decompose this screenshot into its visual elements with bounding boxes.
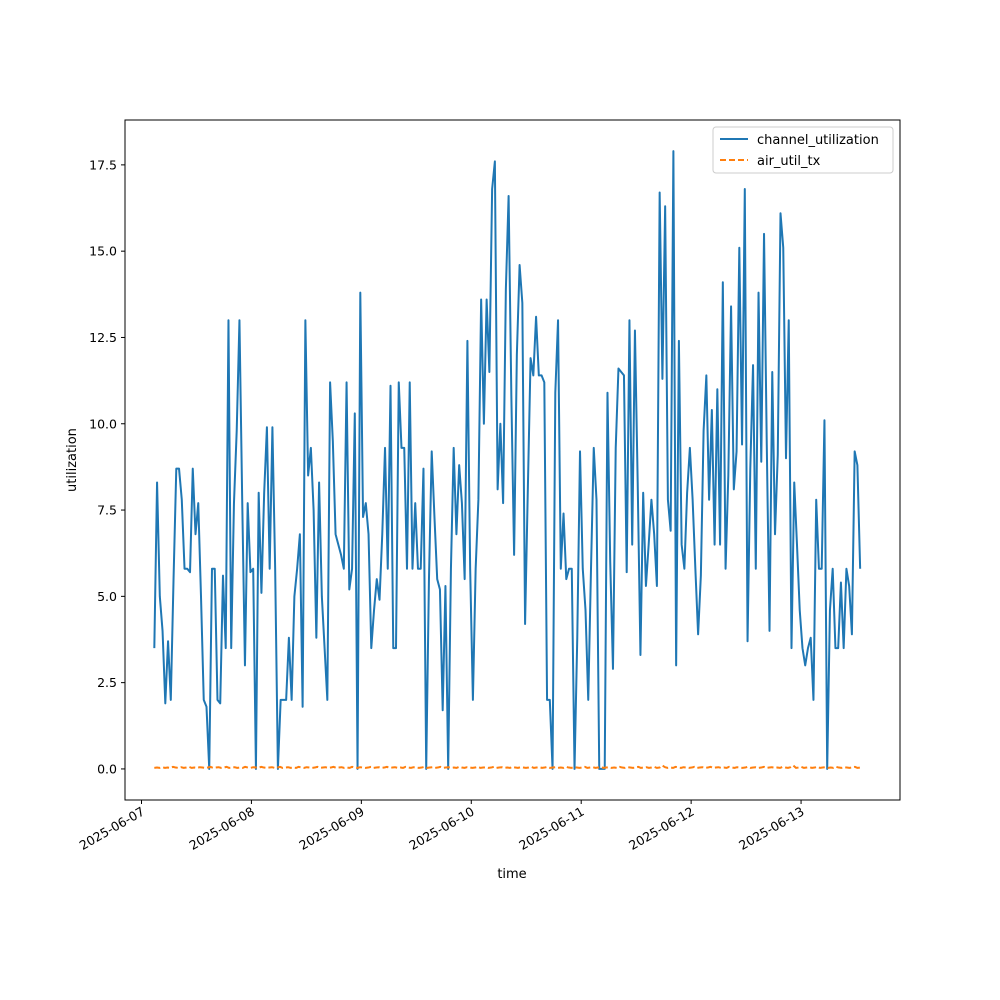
y-tick-label: 0.0	[97, 761, 117, 776]
series-line-channel-utilization	[153, 150, 862, 770]
series-layer	[153, 150, 862, 770]
y-tick-label: 17.5	[89, 157, 117, 172]
y-tick-label: 15.0	[89, 244, 117, 259]
legend-frame	[712, 126, 894, 174]
legend: channel_utilization air_util_tx	[712, 126, 894, 174]
legend-label-air-util-tx: air_util_tx	[757, 154, 821, 169]
y-tick-label: 5.0	[97, 589, 117, 604]
y-tick-label: 7.5	[97, 503, 117, 518]
y-axis: 0.0 2.5 5.0 7.5 10.0 12.5 15.0 17.5	[89, 157, 125, 776]
series-line-air-util-tx	[154, 764, 861, 769]
y-axis-title: utilization	[65, 428, 80, 492]
y-tick-label: 2.5	[97, 675, 117, 690]
y-tick-label: 12.5	[89, 330, 117, 345]
y-tick-label: 10.0	[89, 416, 117, 431]
legend-label-channel-utilization: channel_utilization	[757, 133, 879, 148]
plot-frame	[124, 119, 901, 801]
x-axis-title: time	[497, 867, 526, 882]
